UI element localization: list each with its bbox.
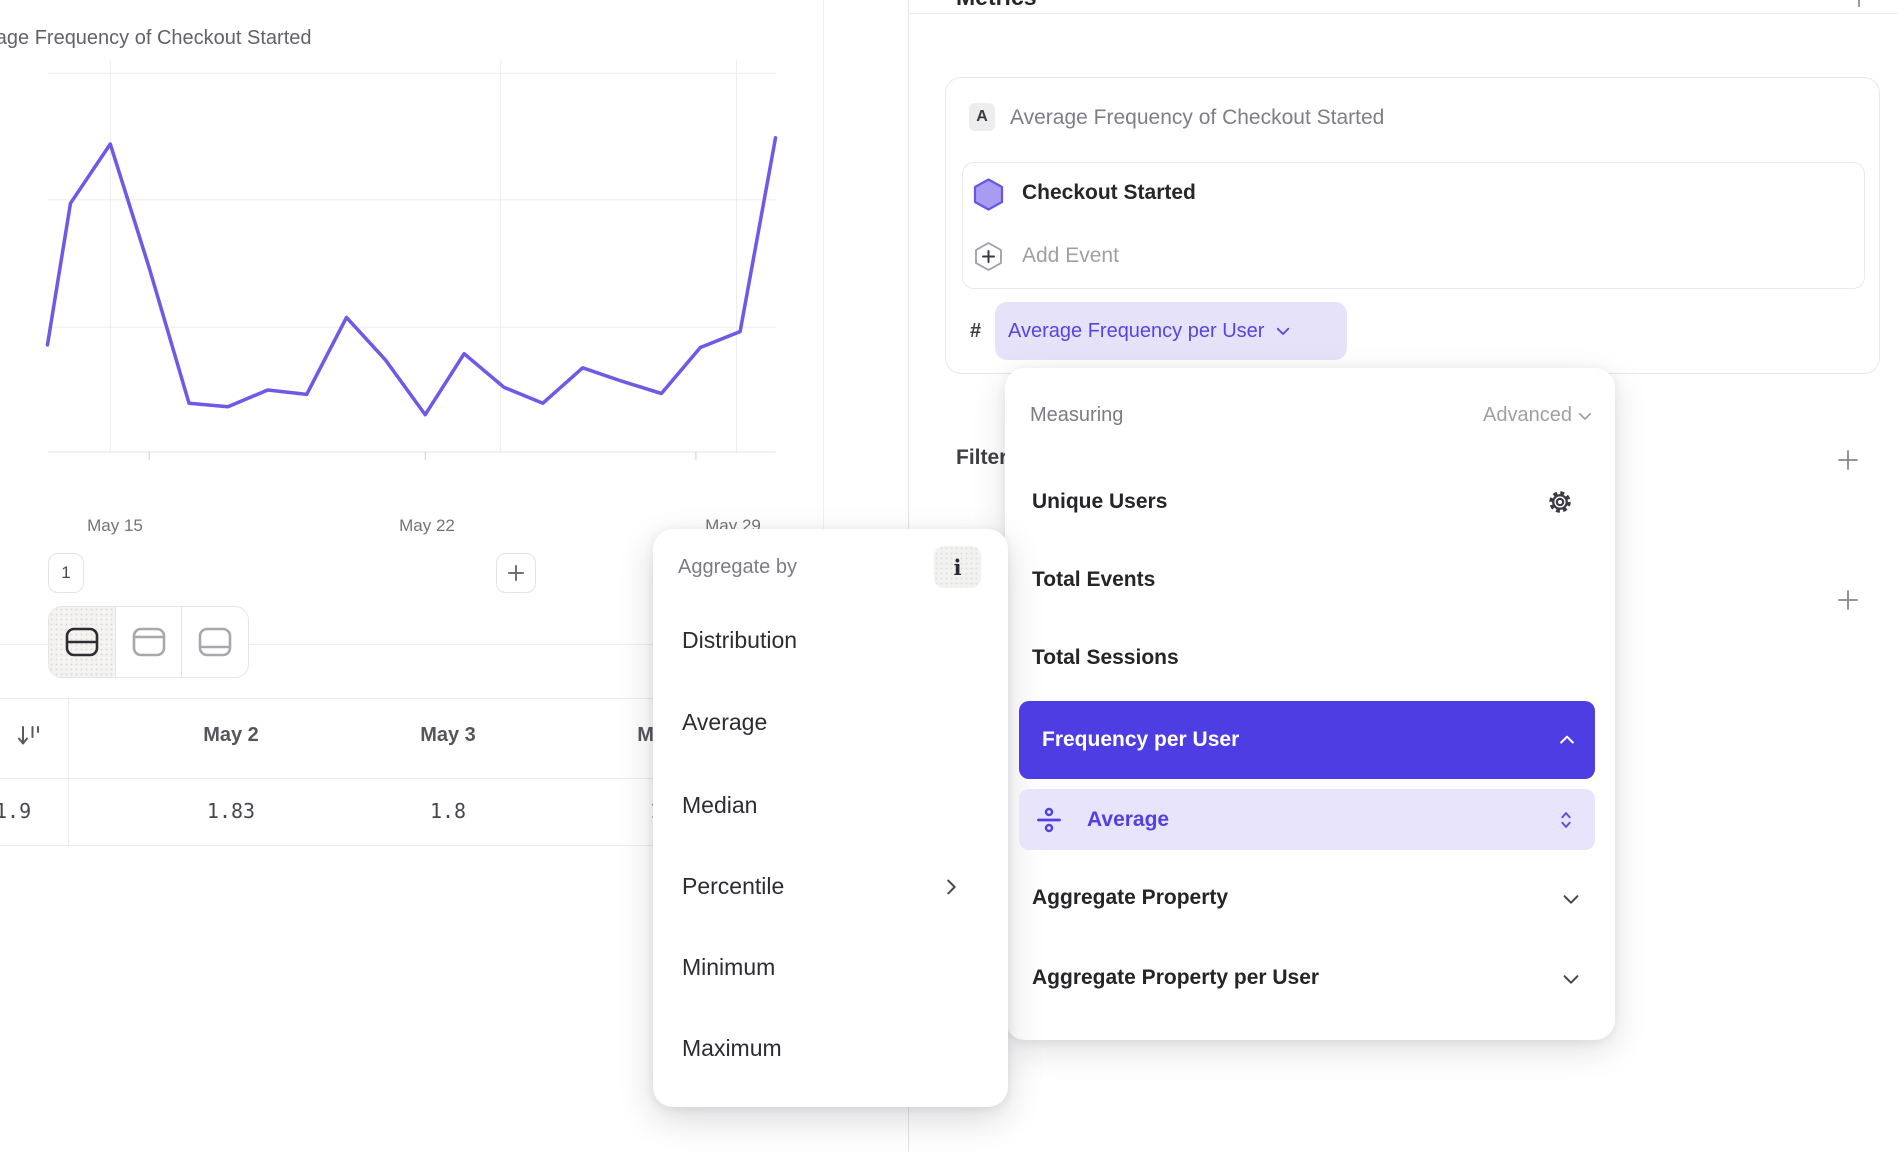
menu-item-distribution[interactable]: Distribution — [682, 627, 798, 653]
chevron-up-down-icon — [1561, 811, 1571, 828]
frequency-line-chart — [45, 60, 778, 460]
x-axis-label: May 15 — [87, 516, 143, 535]
event-name[interactable]: Checkout Started — [1022, 181, 1196, 204]
chevron-down-icon — [1277, 327, 1290, 335]
table-cell-may3: 1.8 — [429, 799, 467, 823]
sub-option-label: Average — [1087, 807, 1170, 831]
menu-item-average-sub[interactable]: Average — [1019, 789, 1595, 850]
menu-item-minimum[interactable]: Minimum — [682, 954, 776, 980]
measurement-dropdown-label: Average Frequency per User — [1008, 319, 1265, 342]
menu-item-frequency-per-user[interactable]: Frequency per User — [1019, 701, 1595, 779]
selected-option-label: Frequency per User — [1042, 728, 1240, 751]
menu-item-total-events[interactable]: Total Events — [1032, 568, 1156, 591]
add-filter-button[interactable] — [1835, 447, 1861, 478]
chart-only-icon — [132, 627, 165, 657]
chevron-down-icon[interactable] — [1560, 888, 1582, 915]
metric-letter-badge: A — [969, 103, 995, 131]
chevron-down-icon[interactable] — [1560, 968, 1582, 995]
menu-item-unique-users[interactable]: Unique Users — [1032, 490, 1168, 513]
chart-title: Average Frequency of Checkout Started — [0, 27, 312, 49]
aggregate-by-title: Aggregate by — [678, 556, 797, 578]
layout-chart-only-button[interactable] — [114, 607, 182, 677]
chevron-up-icon — [1560, 735, 1574, 744]
layout-table-only-button[interactable] — [181, 607, 248, 677]
divide-icon — [1037, 807, 1061, 832]
table-cell-row-label: 1.9 — [0, 799, 32, 823]
chart-table-divider — [0, 644, 823, 645]
menu-item-aggregate-property-per-user[interactable]: Aggregate Property per User — [1032, 966, 1320, 989]
table-header-may3[interactable]: May 3 — [420, 724, 476, 746]
event-card — [962, 162, 1865, 289]
plus-icon — [1838, 590, 1858, 610]
table-top-border — [0, 698, 823, 699]
series-line — [45, 136, 778, 417]
chevron-down-icon — [1578, 412, 1592, 420]
series-count-badge[interactable]: 1 — [48, 553, 84, 593]
plus-icon — [1838, 450, 1858, 470]
panel-title: Metrics — [956, 0, 1037, 11]
layout-split-button[interactable] — [49, 607, 115, 677]
add-chart-button[interactable] — [496, 553, 536, 593]
layout-toggle-group — [48, 606, 249, 678]
add-event-icon — [973, 241, 1004, 277]
table-first-col-border — [68, 698, 69, 845]
x-axis-label: May 22 — [399, 516, 455, 535]
filters-section-label: Filters — [956, 446, 1005, 469]
partial-plus-icon — [1858, 0, 1860, 7]
menu-item-percentile[interactable]: Percentile — [682, 873, 785, 899]
plus-icon — [508, 565, 524, 581]
menu-item-aggregate-property[interactable]: Aggregate Property — [1032, 886, 1229, 909]
chevron-right-icon[interactable] — [940, 876, 962, 903]
table-only-icon — [198, 627, 232, 657]
metric-name-input[interactable]: Average Frequency of Checkout Started — [1010, 106, 1385, 129]
advanced-toggle[interactable]: Advanced — [1430, 404, 1594, 427]
menu-item-average[interactable]: Average — [682, 709, 768, 735]
menu-item-maximum[interactable]: Maximum — [682, 1035, 782, 1061]
gear-icon[interactable] — [1545, 487, 1575, 522]
info-icon[interactable]: i — [934, 546, 981, 588]
numeric-hash-label: # — [970, 320, 982, 342]
menu-item-total-sessions[interactable]: Total Sessions — [1032, 646, 1179, 669]
menu-item-median[interactable]: Median — [682, 792, 758, 818]
measuring-menu-title: Measuring — [1030, 404, 1124, 426]
split-view-icon — [65, 627, 99, 657]
table-header-may2[interactable]: May 2 — [203, 724, 259, 746]
aggregate-by-menu — [653, 529, 1008, 1107]
event-hexagon-icon — [973, 178, 1004, 216]
add-event-button[interactable]: Add Event — [1022, 244, 1119, 267]
add-breakdown-button[interactable] — [1835, 587, 1861, 618]
table-bottom-border — [0, 845, 823, 846]
measurement-dropdown[interactable]: Average Frequency per User — [995, 302, 1347, 360]
table-header-border — [0, 778, 823, 779]
sort-descending-icon[interactable] — [16, 724, 42, 753]
advanced-label: Advanced — [1483, 404, 1572, 426]
panel-header-divider — [908, 13, 1898, 14]
chart-card-right-edge — [823, 0, 824, 644]
table-cell-may2: 1.83 — [206, 799, 256, 823]
